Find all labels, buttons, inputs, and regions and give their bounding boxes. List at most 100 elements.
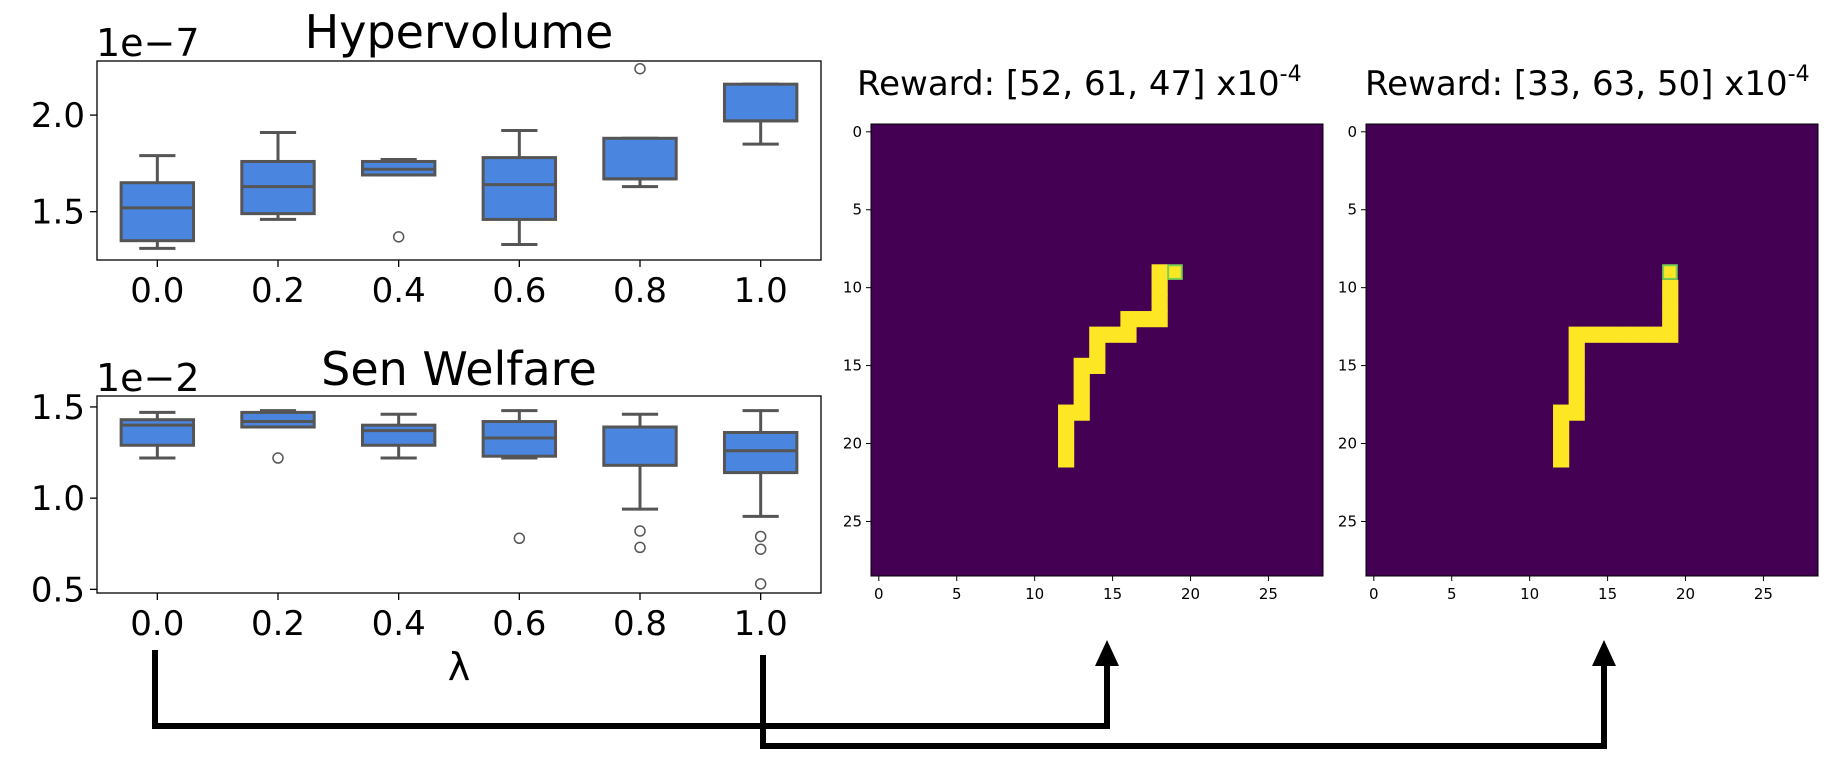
grid-left-axes-frame bbox=[870, 123, 1324, 577]
sen-welfare-box bbox=[360, 423, 437, 447]
grid-left-path-cell bbox=[1058, 420, 1075, 437]
hypervolume-box bbox=[722, 82, 799, 123]
hypervolume-xtick-label: 0.4 bbox=[372, 271, 426, 311]
grid-right-axes-frame bbox=[1365, 123, 1819, 577]
grid-right-path-cell bbox=[1553, 404, 1570, 421]
grid-left-xtick-label: 5 bbox=[952, 585, 962, 603]
grid-right-background bbox=[1366, 124, 1818, 576]
sen-welfare-xtick-label: 0.2 bbox=[251, 604, 305, 644]
hypervolume-box bbox=[481, 156, 558, 221]
grid-left-xtick-label: 25 bbox=[1259, 585, 1278, 603]
grid-right-xtick-label: 5 bbox=[1447, 585, 1457, 603]
grid-right-path-cell bbox=[1553, 420, 1570, 437]
grid-right-path-cell bbox=[1568, 388, 1585, 406]
grid-right-path-cell bbox=[1662, 326, 1679, 343]
grid-left-path-cell bbox=[1089, 326, 1106, 343]
grid-left-path-cell bbox=[1120, 311, 1137, 328]
hypervolume-outlier bbox=[392, 231, 405, 243]
sen-welfare-outlier bbox=[754, 530, 767, 543]
hypervolume-ytick-label: 1.5 bbox=[31, 193, 85, 233]
hypervolume-xtick-label: 0.2 bbox=[251, 271, 305, 311]
sen-welfare-box bbox=[240, 410, 316, 429]
sen-welfare-ytick-label: 0.5 bbox=[31, 570, 85, 610]
hypervolume-scale-label: 1e−7 bbox=[96, 21, 200, 65]
grid-right-path-cell bbox=[1584, 326, 1601, 343]
grid-right-path-cell bbox=[1615, 326, 1632, 343]
grid-left-ytick-label: 15 bbox=[843, 357, 862, 375]
sen-welfare-outlier bbox=[272, 452, 284, 464]
connector-arrows bbox=[152, 640, 1616, 749]
hypervolume-title: Hypervolume bbox=[305, 5, 614, 59]
arrow-left-line bbox=[152, 650, 1110, 729]
grid-left-ytick-label: 25 bbox=[843, 512, 862, 530]
hypervolume-ytick-label: 2.0 bbox=[31, 96, 85, 136]
grid-left-title: Reward: [52, 61, 47] x10-4 bbox=[857, 62, 1302, 104]
grid-left-path-cell bbox=[1073, 373, 1090, 390]
grid-right-path-cell bbox=[1568, 357, 1585, 374]
grid-left-path-cell bbox=[1058, 404, 1075, 421]
hypervolume-box bbox=[602, 136, 678, 181]
arrow-right-head bbox=[1592, 640, 1616, 666]
grid-right-path-cell bbox=[1646, 326, 1663, 343]
grid-plot-left: Reward: [52, 61, 47] x10-4 0 5 10 15 20 25 0 5 1… bbox=[843, 62, 1324, 603]
hypervolume-xtick-label: 0.6 bbox=[492, 271, 546, 311]
arrow-left-head bbox=[1095, 640, 1119, 666]
grid-right-path-cell bbox=[1599, 326, 1616, 343]
grid-right-ytick-label: 5 bbox=[1347, 201, 1357, 219]
grid-right-xtick-label: 15 bbox=[1598, 585, 1617, 603]
sen-welfare-scale-label: 1e−2 bbox=[96, 356, 200, 400]
grid-left-title-main: Reward: [52, 61, 47] x10 bbox=[857, 64, 1280, 104]
grid-left-path-cell bbox=[1058, 435, 1075, 452]
hypervolume-xtick-label: 0.8 bbox=[613, 271, 667, 311]
grid-left-xtick-label: 0 bbox=[874, 585, 884, 603]
grid-right-path-cell bbox=[1553, 435, 1570, 452]
grid-left-target-cell bbox=[1167, 264, 1183, 280]
sen-welfare-xtick-label: 0.6 bbox=[492, 604, 546, 644]
sen-welfare-xtick-label: 0.8 bbox=[613, 604, 667, 644]
grid-right-path-cell bbox=[1630, 326, 1648, 343]
grid-left-path-cell bbox=[1151, 264, 1168, 281]
grid-left-ytick-label: 0 bbox=[852, 123, 862, 141]
sen-welfare-ytick-label: 1.5 bbox=[31, 388, 85, 428]
sen-welfare-chart: Sen Welfare 1e−2 λ 0.5 1.0 1.5 0.0 0.2 0.4 0.6… bbox=[31, 342, 822, 689]
grid-right-xtick-label: 25 bbox=[1754, 585, 1773, 603]
grid-right-title: Reward: [33, 63, 50] x10-4 bbox=[1365, 62, 1810, 104]
grid-right-ytick-label: 25 bbox=[1338, 512, 1357, 530]
sen-welfare-outlier bbox=[634, 541, 646, 554]
arrow-right-line bbox=[760, 655, 1607, 749]
grid-plot-right: Reward: [33, 63, 50] x10-4 0 5 10 15 20 25 0 5 1… bbox=[1338, 62, 1819, 603]
grid-left-xtick-label: 20 bbox=[1181, 585, 1200, 603]
grid-right-path-cell bbox=[1662, 279, 1679, 297]
grid-right-path-cell bbox=[1568, 404, 1585, 421]
grid-left-path-cell bbox=[1089, 357, 1106, 374]
grid-right-path-cell bbox=[1568, 373, 1585, 390]
grid-right-xtick-label: 10 bbox=[1520, 585, 1539, 603]
sen-welfare-box bbox=[722, 430, 799, 475]
grid-left-path-cell bbox=[1073, 388, 1090, 406]
sen-welfare-outlier bbox=[634, 525, 646, 537]
grid-right-ytick-label: 20 bbox=[1338, 435, 1357, 453]
hypervolume-box bbox=[119, 181, 196, 243]
grid-right-target-cell bbox=[1662, 264, 1678, 280]
sen-welfare-outlier bbox=[513, 532, 526, 545]
hypervolume-axes-frame bbox=[96, 60, 822, 261]
grid-left-path-cell bbox=[1089, 342, 1106, 359]
lambda-axis-label: λ bbox=[448, 645, 471, 689]
sen-welfare-xtick-label: 1.0 bbox=[734, 604, 788, 644]
grid-left-path-cell bbox=[1151, 279, 1168, 297]
sen-welfare-axes-frame bbox=[96, 395, 822, 594]
grid-right-path-cell bbox=[1568, 342, 1585, 359]
grid-left-path-cell bbox=[1073, 404, 1090, 421]
grid-right-title-main: Reward: [33, 63, 50] x10 bbox=[1365, 64, 1788, 104]
grid-left-ytick-label: 10 bbox=[843, 279, 862, 297]
sen-welfare-outlier bbox=[754, 578, 767, 590]
grid-left-ytick-label: 20 bbox=[843, 435, 862, 453]
grid-right-ytick-label: 10 bbox=[1338, 279, 1357, 297]
sen-welfare-ytick-label: 1.0 bbox=[31, 479, 85, 519]
grid-left-xtick-label: 10 bbox=[1025, 585, 1044, 603]
sen-welfare-xtick-label: 0.4 bbox=[372, 604, 426, 644]
grid-right-path-cell bbox=[1662, 311, 1679, 328]
hypervolume-outlier bbox=[634, 62, 646, 75]
sen-welfare-xtick-label: 0.0 bbox=[130, 604, 184, 644]
